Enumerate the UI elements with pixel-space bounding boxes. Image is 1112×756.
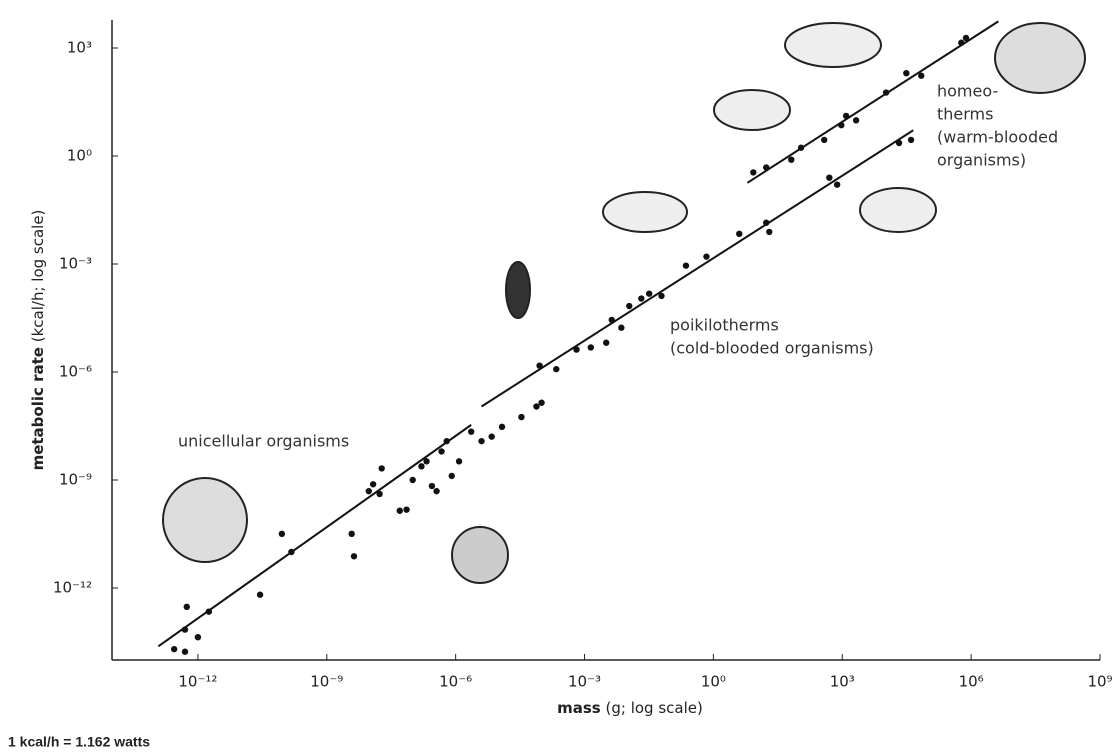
data-point xyxy=(438,448,444,454)
tortoise-icon xyxy=(860,188,936,232)
cell-icon xyxy=(163,478,247,562)
y-axis-label: metabolic rate (kcal/h; log scale) xyxy=(29,210,47,471)
page: metabolic rate (kcal/h; log scale) mass … xyxy=(0,0,1112,756)
data-point xyxy=(171,646,177,652)
data-point xyxy=(370,481,376,487)
x-tick-label: 10⁰ xyxy=(701,673,726,691)
data-point xyxy=(499,424,505,430)
x-axis-label: mass (g; log scale) xyxy=(557,699,703,717)
data-point xyxy=(638,295,644,301)
elephant-icon xyxy=(995,23,1085,93)
y-tick-label: 10⁻⁶ xyxy=(59,363,92,381)
data-point xyxy=(538,400,544,406)
y-axis-label-bold: metabolic rate xyxy=(29,347,47,470)
data-point xyxy=(533,403,539,409)
data-point xyxy=(418,463,424,469)
data-point xyxy=(588,344,594,350)
rat-icon xyxy=(714,90,790,130)
data-point xyxy=(853,117,859,123)
y-axis-label-rest: (kcal/h; log scale) xyxy=(29,210,47,343)
x-axis-label-rest: (g; log scale) xyxy=(606,699,703,717)
data-point xyxy=(279,531,285,537)
data-point xyxy=(834,181,840,187)
data-point xyxy=(683,262,689,268)
y-tick-label: 10⁻⁹ xyxy=(59,471,92,489)
annotation: (cold-blooded organisms) xyxy=(670,339,874,358)
annotation: unicellular organisms xyxy=(178,432,349,451)
annotation: poikilotherms xyxy=(670,316,779,335)
x-tick-label: 10³ xyxy=(830,673,855,691)
data-point xyxy=(184,604,190,610)
data-point xyxy=(182,649,188,655)
y-tick-label: 10³ xyxy=(67,39,92,57)
data-point xyxy=(468,428,474,434)
y-tick-label: 10⁰ xyxy=(67,147,92,165)
data-point xyxy=(646,290,652,296)
data-point xyxy=(478,438,484,444)
annotation: (warm-blooded xyxy=(937,128,1058,147)
x-tick-label: 10⁻⁹ xyxy=(310,673,343,691)
x-axis-label-bold: mass xyxy=(557,699,601,717)
data-point xyxy=(433,488,439,494)
data-point xyxy=(736,231,742,237)
data-point xyxy=(626,303,632,309)
data-point xyxy=(403,506,409,512)
data-point xyxy=(366,488,372,494)
annotation: homeo- xyxy=(937,82,998,101)
frog-icon xyxy=(603,192,687,232)
data-point xyxy=(826,174,832,180)
data-point xyxy=(257,592,263,598)
y-tick-label: 10⁻¹² xyxy=(53,579,92,597)
data-point xyxy=(518,414,524,420)
x-tick-label: 10⁻³ xyxy=(568,673,601,691)
data-point xyxy=(553,366,559,372)
annotation: therms xyxy=(937,105,993,124)
data-point xyxy=(750,169,756,175)
data-point xyxy=(348,531,354,537)
data-point xyxy=(788,156,794,162)
x-tick-label: 10⁻⁶ xyxy=(439,673,472,691)
x-tick-label: 10⁹ xyxy=(1087,673,1112,691)
data-point xyxy=(429,483,435,489)
data-point xyxy=(449,473,455,479)
data-point xyxy=(603,340,609,346)
data-point xyxy=(618,325,624,331)
fly-icon xyxy=(506,262,530,318)
data-point xyxy=(703,253,709,259)
data-point xyxy=(821,137,827,143)
data-point xyxy=(456,458,462,464)
x-tick-label: 10⁶ xyxy=(959,673,984,691)
data-point xyxy=(351,553,357,559)
data-point xyxy=(379,465,385,471)
data-point xyxy=(488,433,494,439)
cell-icon xyxy=(452,527,508,583)
data-point xyxy=(195,634,201,640)
footnote: 1 kcal/h = 1.162 watts xyxy=(8,734,150,750)
leopard-icon xyxy=(785,23,881,67)
data-point xyxy=(908,137,914,143)
x-tick-label: 10⁻¹² xyxy=(178,673,217,691)
data-point xyxy=(903,70,909,76)
chart: metabolic rate (kcal/h; log scale) mass … xyxy=(0,0,1112,756)
fit-line xyxy=(482,130,914,406)
data-point xyxy=(409,477,415,483)
y-tick-label: 10⁻³ xyxy=(59,255,92,273)
annotation: organisms) xyxy=(937,151,1026,170)
data-point xyxy=(766,229,772,235)
data-point xyxy=(397,508,403,514)
